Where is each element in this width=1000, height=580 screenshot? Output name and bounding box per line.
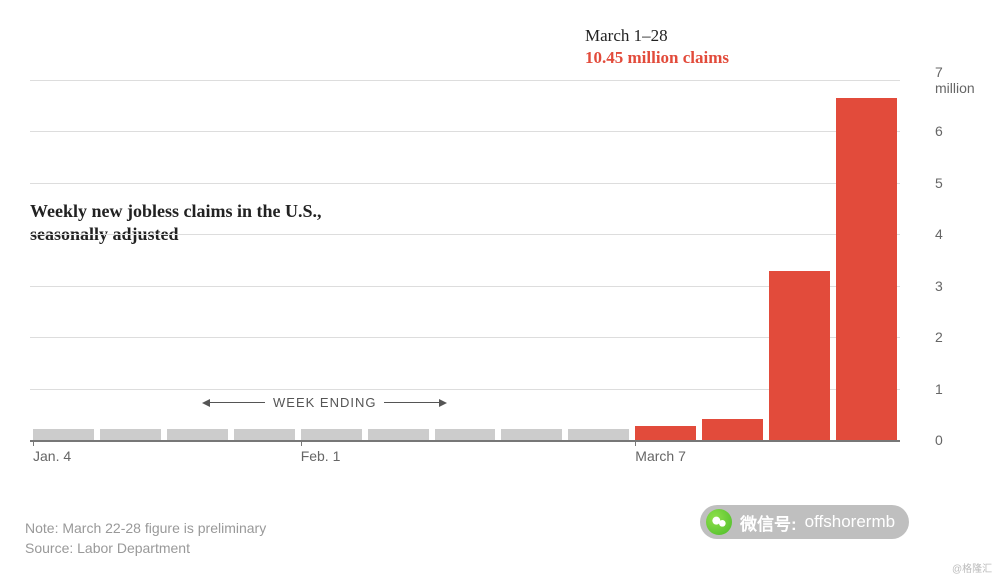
gridline (30, 234, 900, 235)
wechat-prefix: 微信号: (740, 510, 797, 535)
bar (702, 419, 763, 440)
gridline (30, 183, 900, 184)
week-ending-text: WEEK ENDING (273, 395, 376, 410)
bar (836, 98, 897, 440)
gridline (30, 80, 900, 81)
gridline (30, 131, 900, 132)
y-axis-tick: 7 million (935, 64, 975, 96)
week-ending-label: WEEK ENDING (210, 395, 439, 410)
highlight-annotation-date: March 1–28 (585, 25, 729, 47)
bar (33, 429, 94, 440)
highlight-annotation-value: 10.45 million claims (585, 47, 729, 69)
y-axis-tick: 5 (935, 175, 943, 191)
bar (769, 271, 830, 440)
y-axis-tick: 2 (935, 329, 943, 345)
footnote-line2: Source: Labor Department (25, 540, 266, 556)
corner-watermark: @格隆汇 (952, 560, 992, 575)
y-axis-tick: 1 (935, 381, 943, 397)
bar (568, 429, 629, 440)
bar (100, 429, 161, 440)
bar (635, 426, 696, 440)
arrow-right-icon (384, 402, 439, 403)
y-axis-tick: 4 (935, 226, 943, 242)
footnote: Note: March 22-28 figure is preliminary … (25, 520, 266, 556)
arrow-left-icon (210, 402, 265, 403)
wechat-watermark: 微信号: offshorermb (700, 505, 909, 539)
plot-region: 01234567 millionJan. 4Feb. 1March 7 (30, 80, 900, 440)
x-axis-tick: Jan. 4 (33, 440, 71, 464)
wechat-id: offshorermb (805, 512, 895, 532)
gridline (30, 440, 900, 442)
bar (167, 429, 228, 440)
bar-chart: 01234567 millionJan. 4Feb. 1March 7 (30, 80, 900, 440)
y-axis-tick: 3 (935, 278, 943, 294)
y-axis-tick: 6 (935, 123, 943, 139)
y-axis-tick: 0 (935, 432, 943, 448)
bar (501, 429, 562, 440)
highlight-annotation: March 1–28 10.45 million claims (585, 25, 729, 69)
bar (234, 429, 295, 440)
wechat-icon (706, 509, 732, 535)
bar (368, 429, 429, 440)
x-axis-tick: Feb. 1 (301, 440, 341, 464)
x-axis-tick: March 7 (635, 440, 686, 464)
bar (435, 429, 496, 440)
bar (301, 429, 362, 440)
footnote-line1: Note: March 22-28 figure is preliminary (25, 520, 266, 536)
